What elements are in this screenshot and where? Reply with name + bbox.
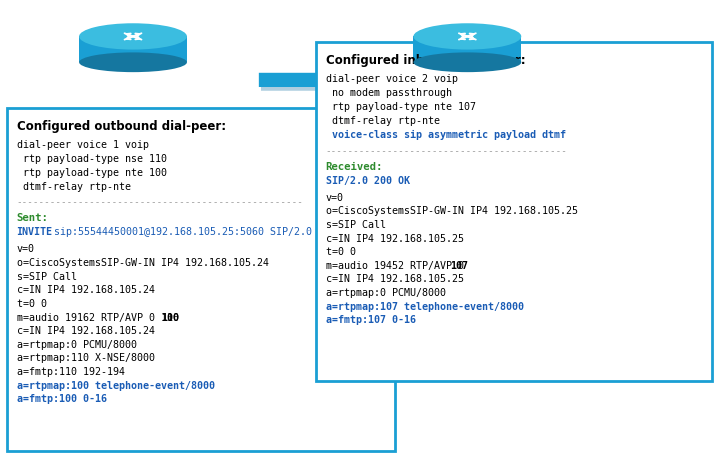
Text: t=0 0: t=0 0 bbox=[326, 247, 356, 257]
Text: t=0 0: t=0 0 bbox=[17, 299, 47, 309]
Ellipse shape bbox=[413, 52, 521, 72]
Text: 100: 100 bbox=[162, 313, 180, 322]
Text: sip:55544450001@192.168.105.25:5060 SIP/2.0: sip:55544450001@192.168.105.25:5060 SIP/… bbox=[47, 227, 311, 237]
Text: rtp payload-type nse 110: rtp payload-type nse 110 bbox=[17, 154, 167, 164]
Polygon shape bbox=[259, 67, 525, 93]
Text: -------------------------------------------: ----------------------------------------… bbox=[326, 147, 567, 156]
Text: c=IN IP4 192.168.105.25: c=IN IP4 192.168.105.25 bbox=[326, 274, 464, 284]
Text: no modem passthrough: no modem passthrough bbox=[326, 88, 452, 98]
Text: a=rtpmap:0 PCMU/8000: a=rtpmap:0 PCMU/8000 bbox=[326, 288, 446, 298]
FancyBboxPatch shape bbox=[7, 108, 395, 451]
Text: Received:: Received: bbox=[326, 162, 383, 172]
Text: s=SIP Call: s=SIP Call bbox=[326, 220, 385, 230]
Text: v=0: v=0 bbox=[17, 244, 35, 254]
Text: v=0: v=0 bbox=[326, 193, 344, 203]
Text: voice-class sip asymmetric payload dtmf: voice-class sip asymmetric payload dtmf bbox=[326, 130, 566, 140]
Text: m=audio 19162 RTP/AVP 0 110: m=audio 19162 RTP/AVP 0 110 bbox=[17, 313, 185, 322]
Polygon shape bbox=[43, 410, 316, 436]
Text: INVITE: INVITE bbox=[17, 227, 52, 237]
Ellipse shape bbox=[79, 52, 187, 72]
Text: a=rtpmap:0 PCMU/8000: a=rtpmap:0 PCMU/8000 bbox=[17, 340, 137, 350]
Text: ---------------------------------------------------: ----------------------------------------… bbox=[17, 198, 303, 207]
Text: Sent:: Sent: bbox=[17, 213, 48, 223]
Ellipse shape bbox=[79, 23, 187, 50]
Text: dtmf-relay rtp-nte: dtmf-relay rtp-nte bbox=[17, 182, 131, 192]
Text: c=IN IP4 192.168.105.24: c=IN IP4 192.168.105.24 bbox=[17, 285, 155, 295]
Text: a=rtpmap:107 telephone-event/8000: a=rtpmap:107 telephone-event/8000 bbox=[326, 302, 523, 312]
Polygon shape bbox=[413, 37, 521, 62]
Text: o=CiscoSystemsSIP-GW-IN IP4 192.168.105.24: o=CiscoSystemsSIP-GW-IN IP4 192.168.105.… bbox=[17, 258, 268, 268]
Text: Configured outbound dial-peer:: Configured outbound dial-peer: bbox=[17, 120, 226, 133]
Polygon shape bbox=[261, 70, 527, 96]
Text: c=IN IP4 192.168.105.25: c=IN IP4 192.168.105.25 bbox=[326, 234, 464, 243]
Text: a=rtpmap:100 telephone-event/8000: a=rtpmap:100 telephone-event/8000 bbox=[17, 381, 214, 391]
Polygon shape bbox=[43, 414, 316, 440]
Text: a=fmtp:107 0-16: a=fmtp:107 0-16 bbox=[326, 315, 416, 325]
Text: dtmf-relay rtp-nte: dtmf-relay rtp-nte bbox=[326, 116, 440, 126]
FancyBboxPatch shape bbox=[316, 42, 712, 381]
Text: s=SIP Call: s=SIP Call bbox=[17, 272, 76, 282]
Text: a=fmtp:100 0-16: a=fmtp:100 0-16 bbox=[17, 394, 106, 404]
Text: SIP/2.0 200 OK: SIP/2.0 200 OK bbox=[326, 176, 410, 186]
Text: Configured inbound dial-peer:: Configured inbound dial-peer: bbox=[326, 54, 526, 67]
Text: c=IN IP4 192.168.105.24: c=IN IP4 192.168.105.24 bbox=[17, 326, 155, 336]
Text: dial-peer voice 1 voip: dial-peer voice 1 voip bbox=[17, 140, 149, 149]
Text: dial-peer voice 2 voip: dial-peer voice 2 voip bbox=[326, 74, 458, 84]
Polygon shape bbox=[79, 37, 187, 62]
Text: m=audio 19452 RTP/AVP 0: m=audio 19452 RTP/AVP 0 bbox=[326, 261, 470, 271]
Ellipse shape bbox=[413, 23, 521, 50]
Text: rtp payload-type nte 100: rtp payload-type nte 100 bbox=[17, 168, 167, 178]
Text: 107: 107 bbox=[450, 261, 468, 271]
Text: rtp payload-type nte 107: rtp payload-type nte 107 bbox=[326, 102, 476, 112]
Text: o=CiscoSystemsSIP-GW-IN IP4 192.168.105.25: o=CiscoSystemsSIP-GW-IN IP4 192.168.105.… bbox=[326, 206, 577, 216]
Text: a=fmtp:110 192-194: a=fmtp:110 192-194 bbox=[17, 367, 124, 377]
Text: a=rtpmap:110 X-NSE/8000: a=rtpmap:110 X-NSE/8000 bbox=[17, 353, 155, 363]
